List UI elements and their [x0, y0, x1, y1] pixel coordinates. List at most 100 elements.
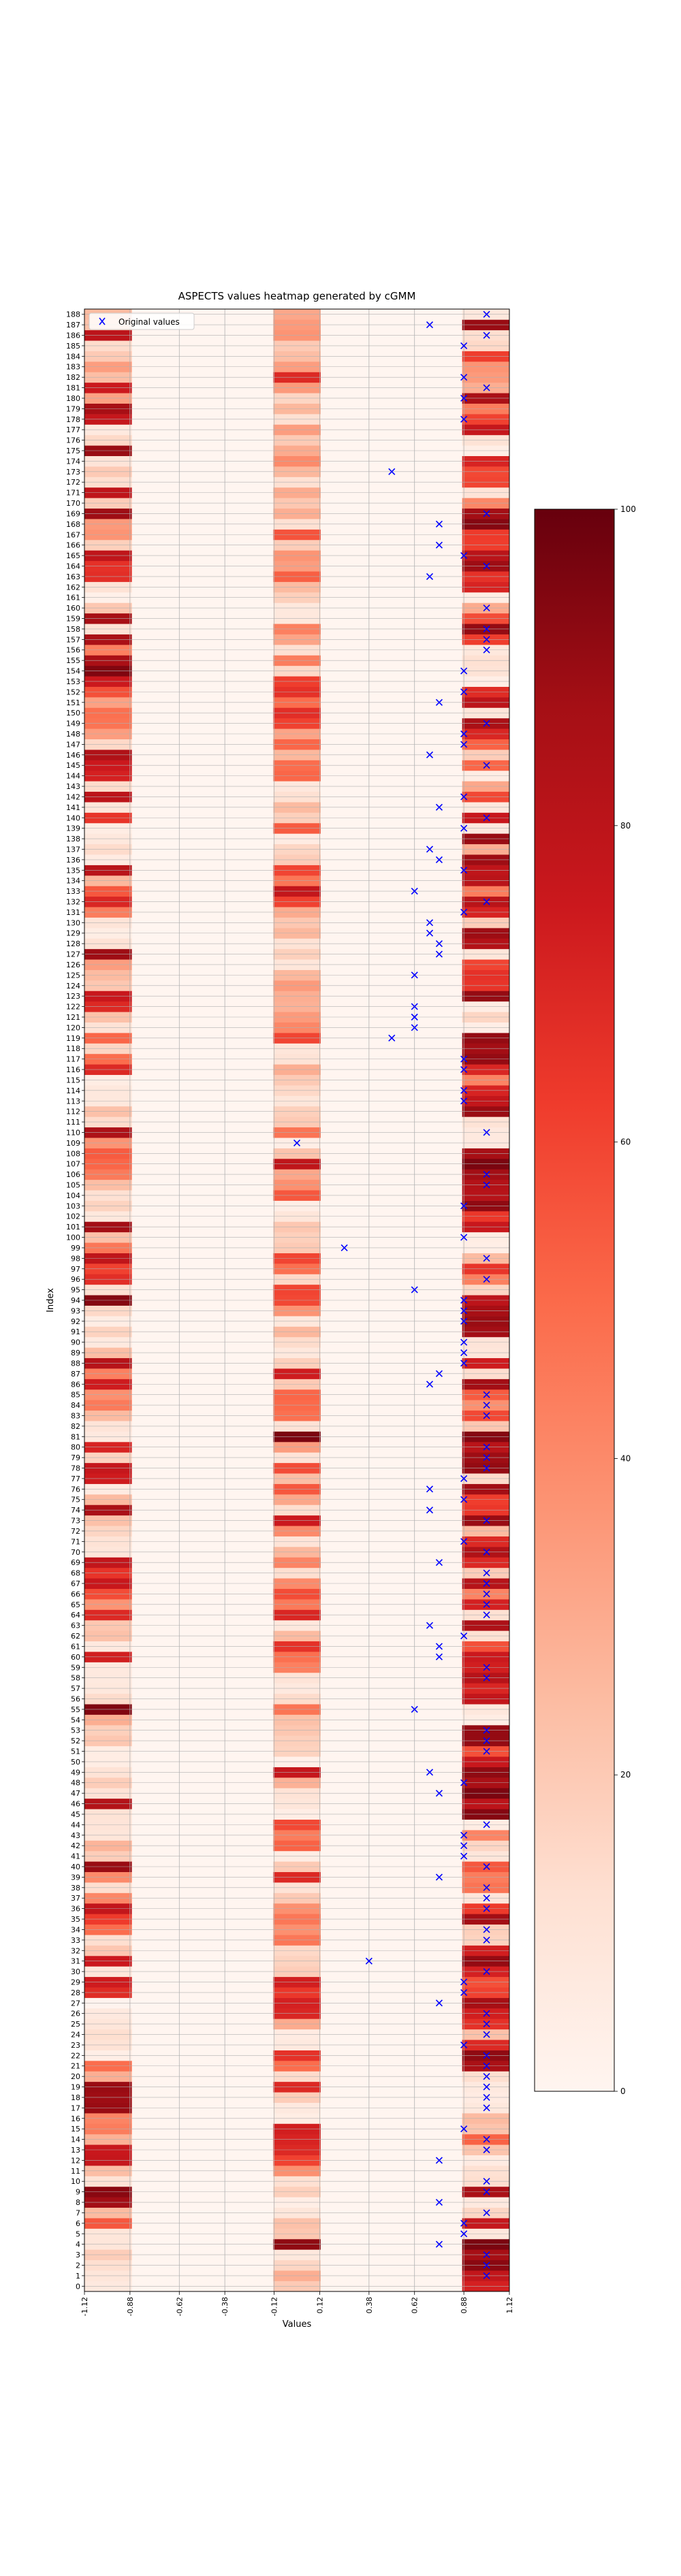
scatter-point [460, 1055, 468, 1063]
y-tick-label: 188 [66, 310, 80, 319]
legend-x-marker-icon [99, 317, 106, 325]
x-tick-label: -0.62 [175, 2297, 184, 2316]
y-tick-label: 46 [71, 1800, 80, 1809]
y-tick-label: 54 [71, 1716, 80, 1724]
colorbar [534, 509, 615, 2092]
scatter-point [483, 625, 490, 632]
y-tick-label: 117 [66, 1055, 80, 1064]
x-tick-label: -0.88 [126, 2297, 135, 2316]
y-tick-label: 89 [71, 1349, 80, 1357]
scatter-point [411, 1003, 418, 1010]
scatter-point [483, 562, 490, 570]
y-tick-label: 26 [71, 2010, 80, 2018]
legend-label: Original values [118, 317, 180, 327]
y-tick-label: 93 [71, 1306, 80, 1315]
y-tick-label: 175 [66, 447, 80, 455]
scatter-point [483, 1548, 490, 1556]
scatter-point [460, 1496, 468, 1503]
y-tick-label: 69 [71, 1558, 80, 1567]
y-tick-label: 85 [71, 1391, 80, 1400]
colorbar-tick-label: 80 [620, 821, 631, 831]
y-tick-label: 31 [71, 1957, 80, 1966]
y-tick-label: 148 [66, 730, 80, 739]
y-tick-label: 106 [66, 1170, 80, 1179]
y-tick-label: 17 [71, 2104, 80, 2112]
scatter-point [435, 2157, 443, 2164]
y-tick-label: 72 [71, 1527, 80, 1536]
y-tick-label: 20 [71, 2072, 80, 2081]
scatter-points [293, 310, 490, 2279]
y-tick-label: 146 [66, 751, 80, 760]
scatter-point [483, 762, 490, 769]
y-tick-label: 10 [71, 2177, 80, 2186]
y-tick-label: 159 [66, 615, 80, 624]
x-tick-label: -0.12 [270, 2297, 279, 2316]
y-tick-label: 161 [66, 594, 80, 602]
scatter-point [483, 1737, 490, 1745]
scatter-point [426, 1769, 434, 1776]
y-tick-label: 142 [66, 792, 80, 801]
y-tick-label: 0 [76, 2282, 80, 2291]
y-tick-label: 113 [66, 1097, 80, 1106]
legend: Original values [89, 312, 195, 330]
scatter-point [483, 720, 490, 727]
scatter-point [460, 1234, 468, 1241]
y-tick-label: 108 [66, 1149, 80, 1158]
y-tick-label: 136 [66, 856, 80, 865]
scatter-point [460, 1307, 468, 1315]
scatter-point [460, 1065, 468, 1074]
y-tick-label: 127 [66, 950, 80, 959]
y-tick-label: 107 [66, 1160, 80, 1169]
y-tick-label: 185 [66, 342, 80, 351]
y-tick-label: 169 [66, 509, 80, 518]
y-tick-label: 77 [71, 1475, 80, 1483]
y-tick-label: 109 [66, 1139, 80, 1148]
y-tick-label: 170 [66, 499, 80, 508]
x-axis: -1.12 -0.88 -0.62 -0.38 -0.12 0.12 0.38 0.62 0.8… [80, 2291, 514, 2316]
y-tick-label: 74 [71, 1506, 80, 1515]
y-tick-label: 27 [71, 1999, 80, 2008]
y-tick-label: 16 [71, 2114, 80, 2123]
y-tick-label: 144 [66, 772, 80, 781]
y-tick-label: 157 [66, 635, 80, 644]
scatter-point [460, 394, 468, 402]
scatter-point [483, 1517, 490, 1524]
scatter-point [435, 1999, 443, 2007]
scatter-point [426, 751, 434, 758]
y-tick-label: 38 [71, 1884, 80, 1893]
scatter-point [435, 856, 443, 863]
colorbar-ticks: 0 20 40 60 80 100 [614, 504, 636, 2096]
scatter-point [460, 1349, 468, 1357]
y-tick-label: 12 [71, 2156, 80, 2165]
y-axis-label: Index [46, 1288, 56, 1313]
y-tick-label: 182 [66, 373, 80, 382]
y-tick-label: 28 [71, 1989, 80, 1997]
y-tick-label: 23 [71, 2041, 80, 2050]
scatter-point [483, 1748, 490, 1755]
y-tick-label: 5 [76, 2229, 80, 2238]
y-tick-label: 164 [66, 562, 80, 570]
y-tick-label: 44 [71, 1820, 80, 1829]
y-tick-label: 29 [71, 1978, 80, 1986]
y-tick-label: 4 [76, 2240, 80, 2249]
scatter-point [483, 1884, 490, 1891]
y-tick-label: 118 [66, 1044, 80, 1053]
y-tick-label: 173 [66, 468, 80, 477]
y-tick-label: 124 [66, 982, 80, 991]
y-tick-label: 43 [71, 1831, 80, 1840]
scatter-point [435, 803, 443, 811]
y-tick-label: 71 [71, 1537, 80, 1546]
y-tick-label: 61 [71, 1642, 80, 1651]
y-tick-label: 41 [71, 1852, 80, 1861]
y-tick-label: 131 [66, 908, 80, 917]
scatter-point [483, 2052, 490, 2059]
scatter-point [460, 2125, 468, 2133]
scatter-point [460, 374, 468, 381]
scatter-point [483, 2272, 490, 2279]
y-tick-label: 40 [71, 1863, 80, 1871]
scatter-point [411, 1024, 418, 1031]
scatter-point [411, 1705, 418, 1713]
y-tick-label: 36 [71, 1905, 80, 1914]
